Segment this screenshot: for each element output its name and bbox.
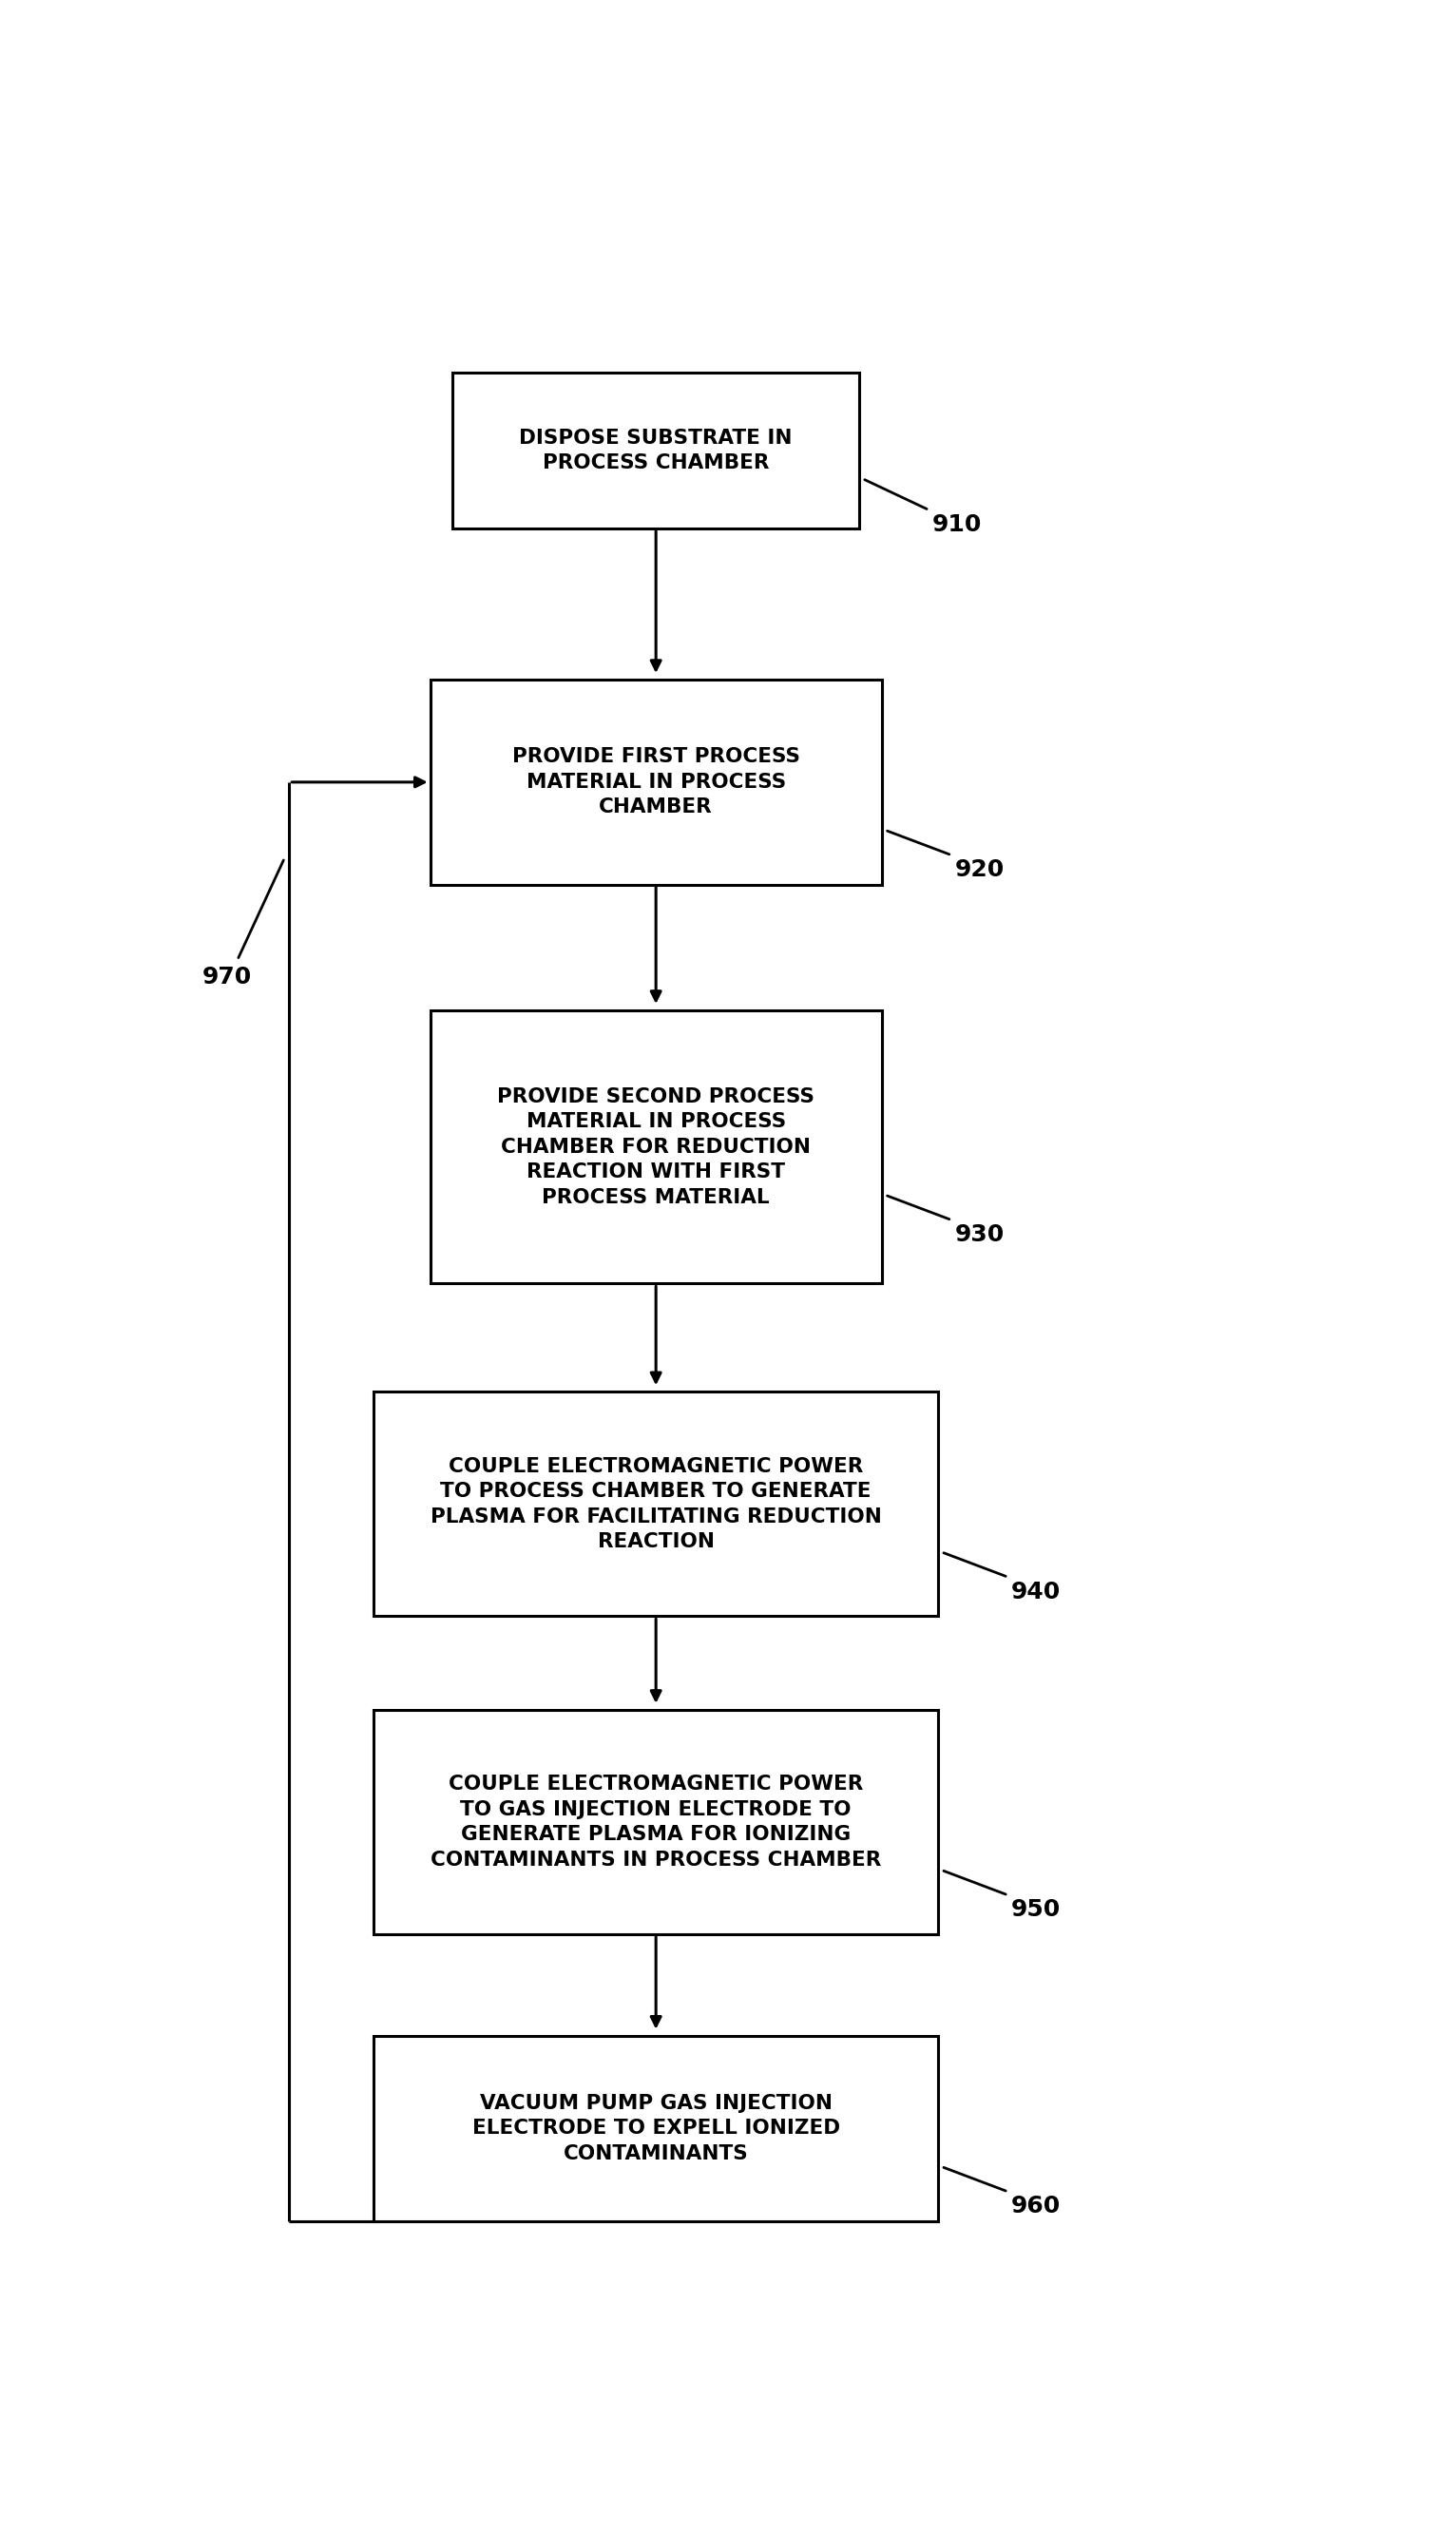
Text: DISPOSE SUBSTRATE IN
PROCESS CHAMBER: DISPOSE SUBSTRATE IN PROCESS CHAMBER [520, 428, 792, 471]
Bar [431, 679, 882, 884]
Text: 910: 910 [932, 514, 983, 537]
Text: COUPLE ELECTROMAGNETIC POWER
TO PROCESS CHAMBER TO GENERATE
PLASMA FOR FACILITAT: COUPLE ELECTROMAGNETIC POWER TO PROCESS … [431, 1457, 881, 1551]
Text: 930: 930 [955, 1224, 1005, 1247]
Bar [374, 2035, 938, 2222]
Text: 950: 950 [1012, 1898, 1061, 1921]
Text: COUPLE ELECTROMAGNETIC POWER
TO GAS INJECTION ELECTRODE TO
GENERATE PLASMA FOR I: COUPLE ELECTROMAGNETIC POWER TO GAS INJE… [431, 1774, 881, 1870]
Bar [374, 1391, 938, 1617]
Bar [374, 1710, 938, 1933]
Bar [453, 372, 859, 530]
Text: PROVIDE SECOND PROCESS
MATERIAL IN PROCESS
CHAMBER FOR REDUCTION
REACTION WITH F: PROVIDE SECOND PROCESS MATERIAL IN PROCE… [496, 1087, 815, 1206]
Bar [431, 1011, 882, 1285]
Text: PROVIDE FIRST PROCESS
MATERIAL IN PROCESS
CHAMBER: PROVIDE FIRST PROCESS MATERIAL IN PROCES… [513, 748, 799, 816]
Text: 970: 970 [202, 965, 252, 988]
Text: VACUUM PUMP GAS INJECTION
ELECTRODE TO EXPELL IONIZED
CONTAMINANTS: VACUUM PUMP GAS INJECTION ELECTRODE TO E… [472, 2093, 840, 2164]
Text: 940: 940 [1012, 1581, 1061, 1604]
Text: 920: 920 [955, 859, 1005, 882]
Text: 960: 960 [1012, 2194, 1061, 2217]
